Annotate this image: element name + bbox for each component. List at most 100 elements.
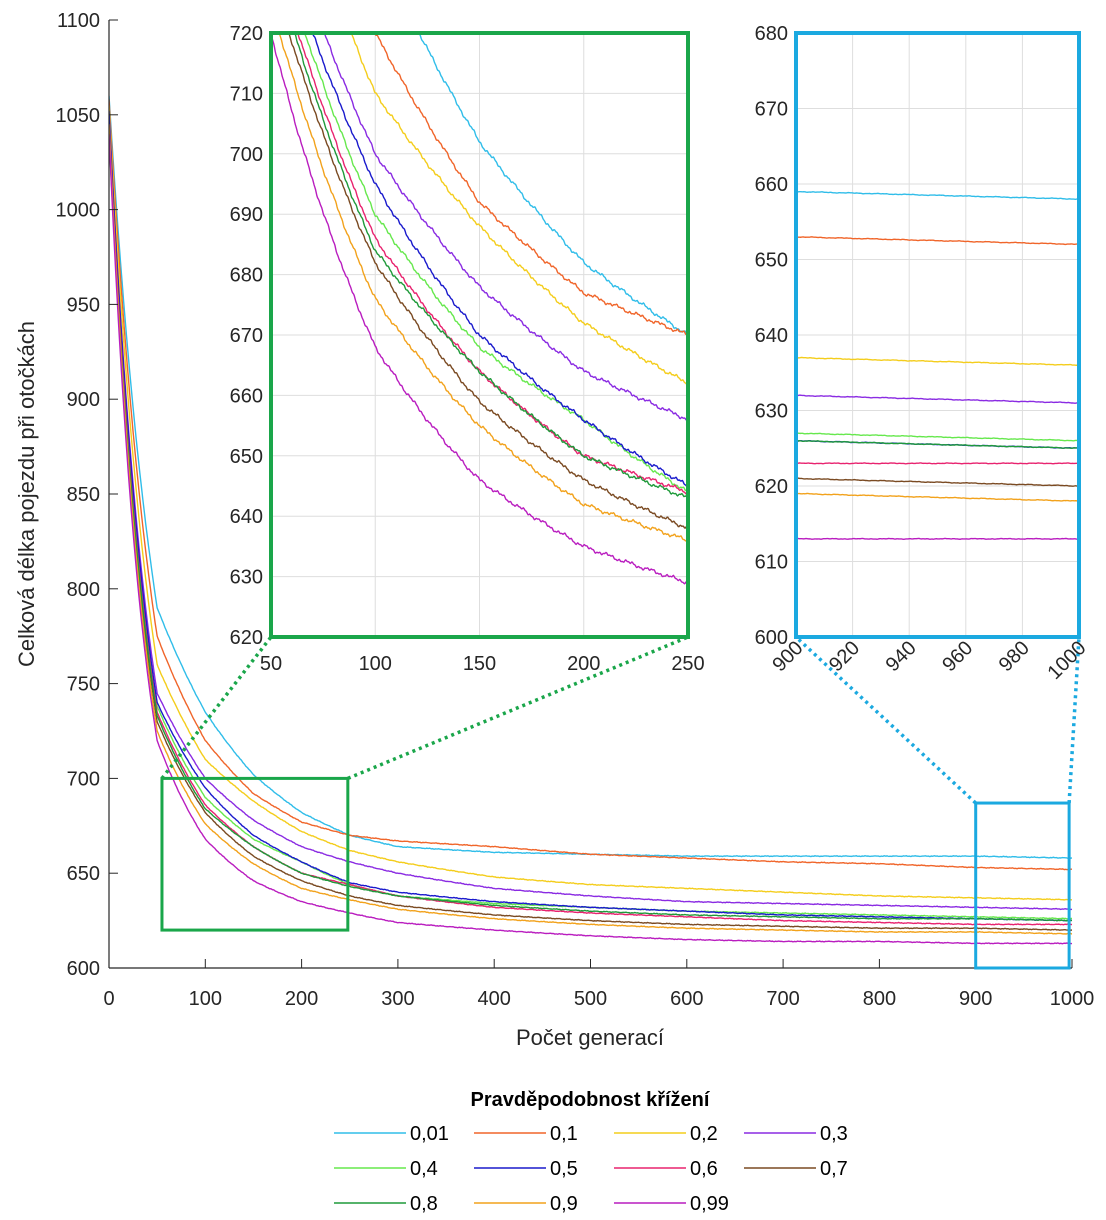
inset-y-tick-label: 640: [755, 325, 788, 347]
y-tick-label: 1000: [56, 200, 101, 222]
inset-y-tick-label: 620: [230, 627, 263, 649]
main-series-0-5: [109, 110, 1072, 922]
inset-y-tick-label: 700: [230, 144, 263, 166]
x-tick-label: 600: [670, 988, 703, 1010]
x-tick-label: 1000: [1050, 988, 1095, 1010]
x-tick-label: 700: [766, 988, 799, 1010]
inset-y-tick-label: 620: [755, 476, 788, 498]
x-tick-label: 400: [478, 988, 511, 1010]
inset-x-tick-label: 150: [463, 653, 496, 675]
main-plot: 0 100 200 300 400 500 600 700 800 900 1000 600 650 70…: [14, 10, 1094, 1050]
legend-label: 0,3: [820, 1123, 848, 1145]
inset-y-tick-label: 720: [230, 23, 263, 45]
y-axis-label: Celková délka pojezdu při otočkách: [14, 321, 39, 667]
legend-item: 0,1: [474, 1123, 578, 1145]
zoom-region: [160, 776, 350, 932]
legend-label: 0,9: [550, 1193, 578, 1215]
zoom-region: [974, 801, 1071, 970]
x-tick-label: 300: [381, 988, 414, 1010]
legend-label: 0,01: [410, 1123, 449, 1145]
legend-item: 0,6: [614, 1158, 718, 1180]
zoom-connector-line: [347, 635, 689, 781]
inset1-series-0-7: [796, 477, 1079, 487]
inset0-series-0-7: [288, 33, 688, 529]
legend-item: 0,4: [334, 1158, 438, 1180]
inset1-series-0-99: [796, 537, 1079, 540]
zoom-connectors: [160, 635, 1081, 970]
inset-x-tick-label: 200: [567, 653, 600, 675]
legend: Pravděpodobnost křížení 0,01 0,1 0,2 0,3 0,4…: [334, 1089, 848, 1215]
inset-y-tick-label: 710: [230, 83, 263, 105]
y-tick-label: 1100: [57, 10, 100, 32]
y-tick-label: 750: [67, 674, 100, 696]
inset1-series-0-6: [796, 462, 1079, 465]
legend-item: 0,9: [474, 1193, 578, 1215]
inset-frame: [794, 31, 1081, 639]
inset0-series-0-8: [294, 33, 688, 498]
inset1-series-0-1: [796, 236, 1079, 246]
main-series-0-99: [109, 134, 1072, 945]
inset-x-tick-label: 50: [260, 653, 282, 675]
inset0-series-0-1: [374, 33, 688, 337]
inset1-series-0-4: [796, 432, 1079, 442]
inset-y-tick-label: 670: [755, 99, 788, 121]
legend-title: Pravděpodobnost křížení: [471, 1089, 711, 1111]
inset0-series-0-5: [311, 33, 688, 488]
legend-label: 0,99: [690, 1193, 729, 1215]
main-series-0-1: [109, 99, 1072, 871]
inset-x-tick-label: 1000: [1044, 637, 1091, 684]
x-axis-label: Počet generací: [516, 1025, 664, 1050]
inset-y-tick-label: 670: [230, 325, 263, 347]
inset0-series-0-6: [297, 33, 688, 495]
inset-y-tick-label: 680: [755, 23, 788, 45]
y-tick-label: 950: [67, 294, 100, 316]
x-tick-label: 200: [285, 988, 318, 1010]
inset1-series-0-01: [796, 190, 1079, 200]
legend-item: 0,8: [334, 1193, 438, 1215]
y-tick-label: 650: [67, 863, 100, 885]
y-tick-label: 800: [67, 579, 100, 601]
inset-y-tick-label: 650: [230, 446, 263, 468]
inset-x-tick-label: 980: [995, 637, 1034, 676]
inset-frame: [269, 31, 690, 639]
x-tick-label: 100: [189, 988, 222, 1010]
legend-label: 0,2: [690, 1123, 718, 1145]
inset-x-tick-label: 250: [671, 653, 704, 675]
zoom-connector-line: [160, 635, 273, 780]
x-tick-label: 800: [863, 988, 896, 1010]
y-tick-label: 1050: [56, 105, 101, 127]
inset-x-tick-label: 960: [938, 637, 977, 676]
inset-y-tick-label: 630: [755, 401, 788, 423]
y-tick-label: 600: [67, 958, 100, 980]
inset1-series-0-2: [796, 356, 1079, 366]
inset-y-tick-label: 690: [230, 204, 263, 226]
x-tick-label: 0: [103, 988, 114, 1010]
main-series-0-8: [109, 133, 1072, 922]
inset0-series-0-99: [271, 33, 688, 585]
inset1-series-0-8: [796, 440, 1079, 449]
inset-zoom-early: 620 630 640 650 660 670 680 690 700 710 720 50 100 15…: [230, 23, 705, 675]
legend-label: 0,5: [550, 1158, 578, 1180]
y-tick-label: 850: [67, 484, 100, 506]
inset0-series-0-01: [417, 33, 688, 336]
inset-y-tick-label: 650: [755, 250, 788, 272]
inset0-series-0-2: [350, 33, 688, 387]
inset-x-tick-label: 940: [882, 637, 921, 676]
y-tick-label: 700: [67, 768, 100, 790]
inset-y-tick-label: 610: [755, 552, 788, 574]
inset1-series-0-9: [796, 492, 1079, 503]
inset1-series-0-3: [796, 394, 1079, 404]
inset-y-tick-label: 640: [230, 506, 263, 528]
main-series-0-9: [109, 124, 1072, 935]
legend-item: 0,3: [744, 1123, 848, 1145]
legend-item: 0,99: [614, 1193, 729, 1215]
legend-label: 0,7: [820, 1158, 848, 1180]
inset0-series-0-4: [304, 33, 688, 492]
x-tick-label: 500: [574, 988, 607, 1010]
main-series-0-7: [109, 130, 1072, 932]
legend-item: 0,01: [334, 1123, 449, 1145]
inset0-series-0-9: [278, 33, 688, 542]
legend-label: 0,1: [550, 1123, 578, 1145]
